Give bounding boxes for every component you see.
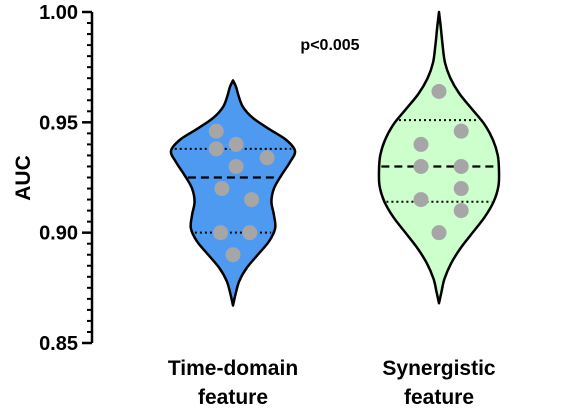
violins-layer: [169, 10, 501, 307]
violin-body: [377, 10, 501, 305]
data-point: [453, 181, 469, 197]
violin-body: [169, 79, 297, 307]
category-label-synergistic-line1: Synergistic: [382, 357, 496, 380]
data-point: [208, 141, 224, 157]
category-label-time-domain-line2: feature: [198, 386, 268, 409]
y-axis-ticks: 0.85 0.90 0.95 1.00: [39, 2, 92, 355]
data-point: [453, 123, 469, 139]
data-point: [208, 123, 224, 139]
violin-synergistic: [377, 10, 501, 305]
y-tick-label: 0.95: [39, 112, 78, 134]
data-point: [214, 181, 230, 197]
data-point: [244, 192, 260, 208]
data-point: [242, 225, 258, 241]
violin-time-domain: [169, 79, 297, 307]
y-axis-title: AUC: [12, 155, 35, 201]
data-point: [259, 150, 275, 166]
data-point: [228, 136, 244, 152]
data-point: [431, 83, 447, 99]
data-point: [413, 158, 429, 174]
y-tick-label: 0.85: [39, 333, 78, 355]
y-tick-label: 1.00: [39, 2, 78, 24]
p-value-annotation: p<0.005: [300, 37, 359, 54]
data-point: [225, 247, 241, 263]
data-point: [431, 225, 447, 241]
data-point: [453, 203, 469, 219]
y-axis: 0.85 0.90 0.95 1.00: [39, 2, 94, 355]
category-label-time-domain-line1: Time-domain: [168, 357, 298, 380]
data-point: [213, 225, 229, 241]
category-labels: Time-domain feature Synergistic feature: [168, 357, 496, 409]
data-point: [228, 158, 244, 174]
data-point: [413, 136, 429, 152]
y-tick-label: 0.90: [39, 223, 78, 245]
data-point: [453, 158, 469, 174]
data-point: [413, 192, 429, 208]
category-label-synergistic-line2: feature: [404, 386, 474, 409]
